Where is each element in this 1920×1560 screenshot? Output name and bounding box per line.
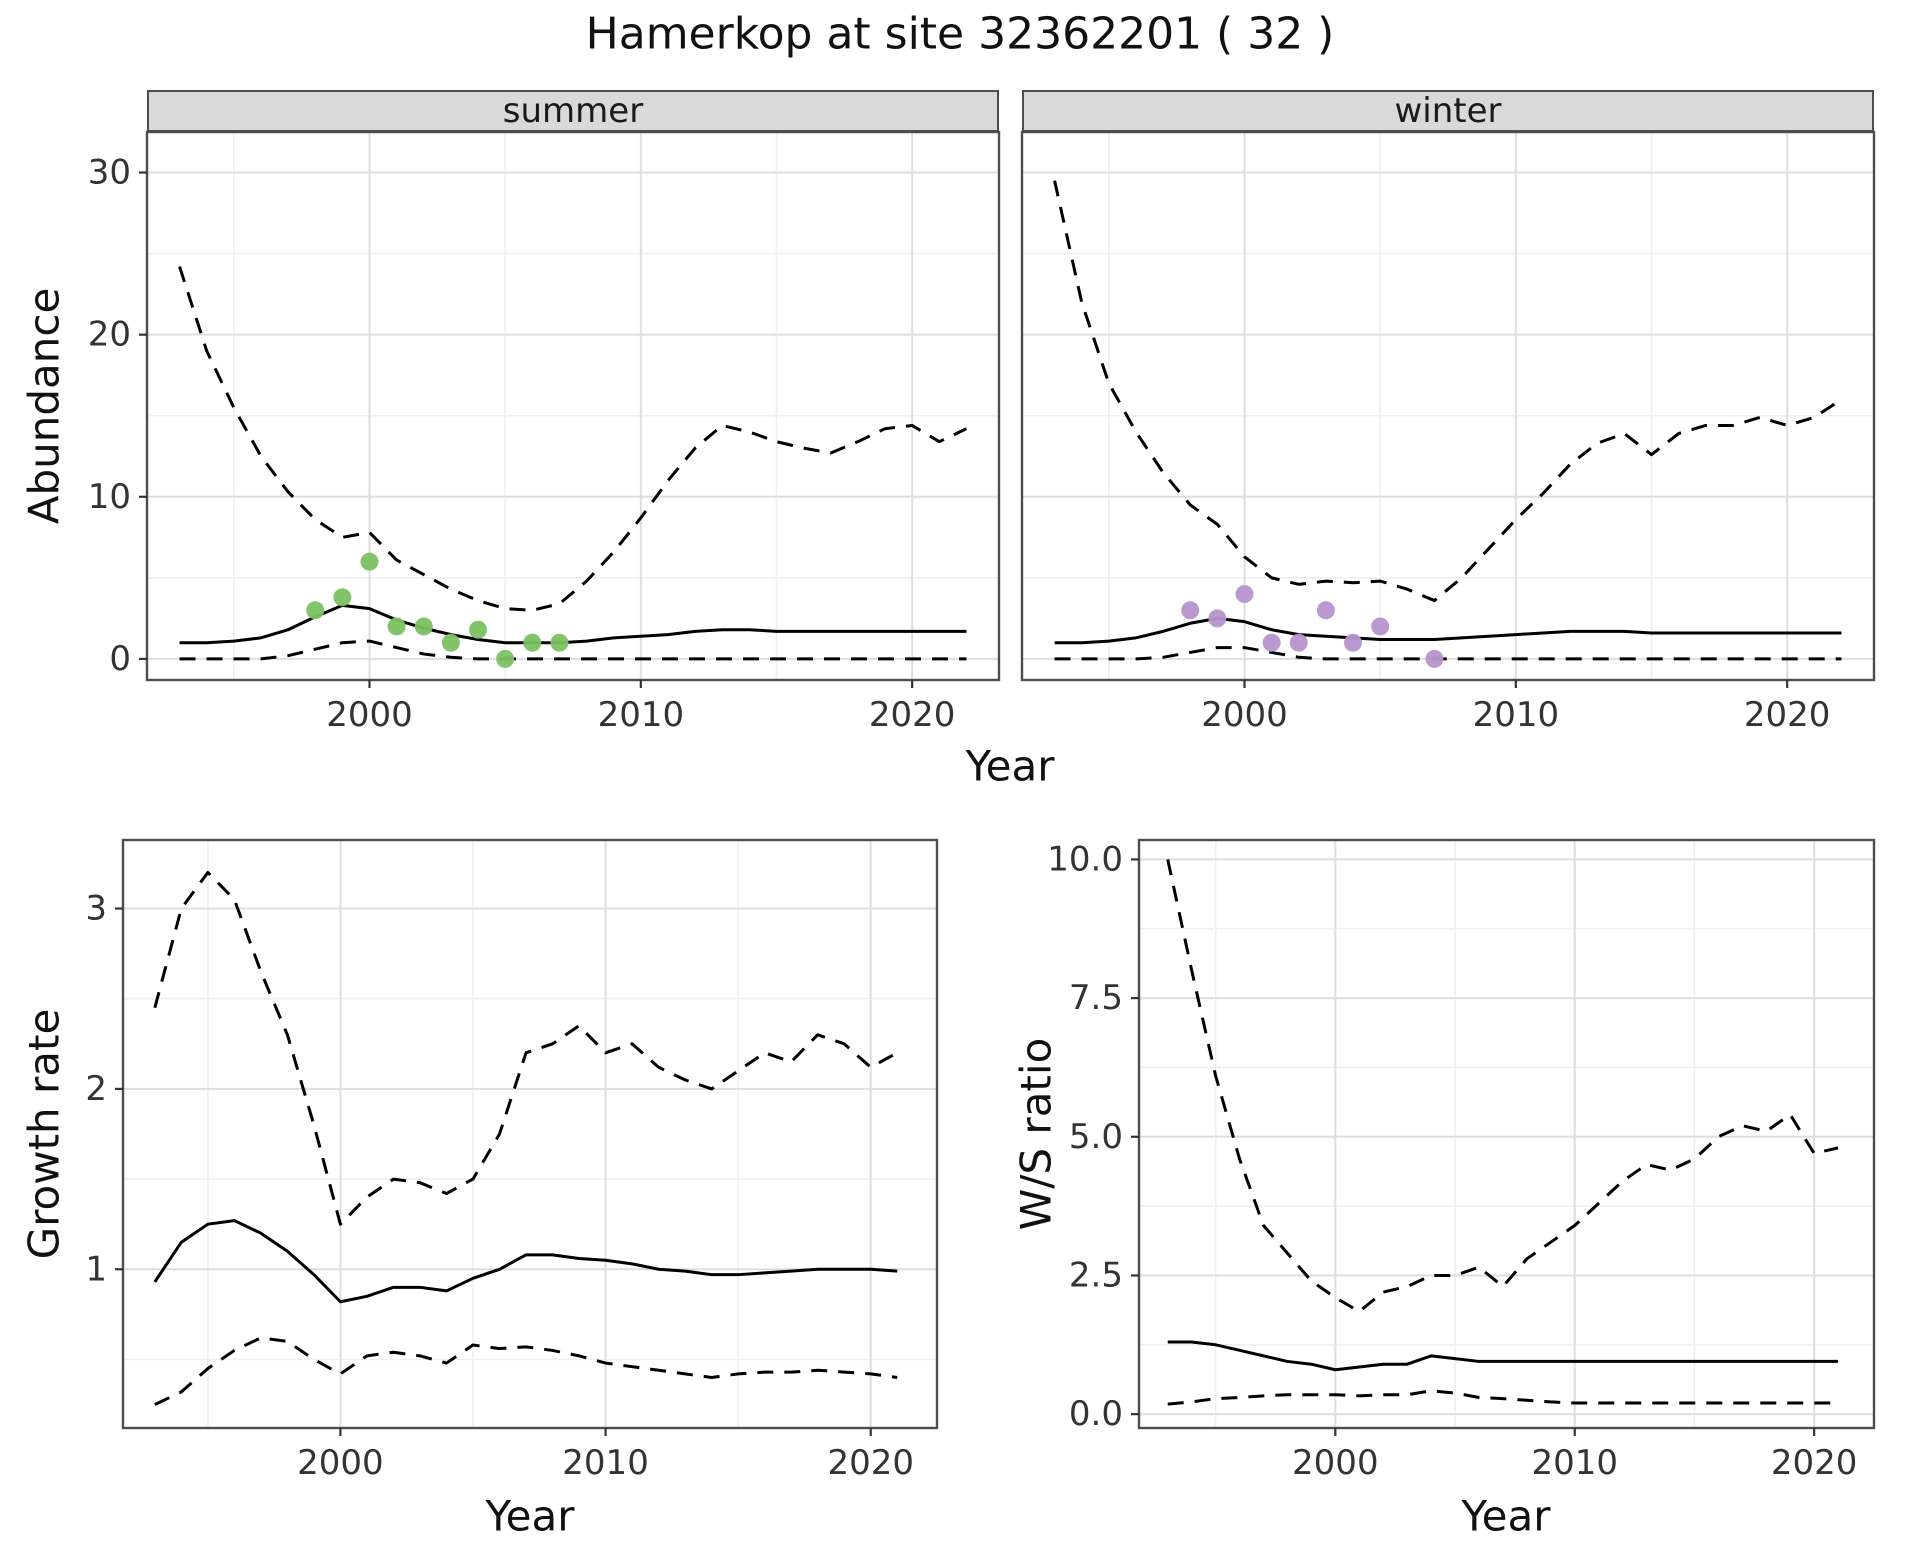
series-lower_ci	[1167, 1389, 1839, 1406]
y-tick-label: 7.5	[1069, 978, 1123, 1018]
series-upper_ci	[1166, 859, 1839, 1314]
series-lower_ci	[179, 639, 967, 661]
panel-background	[147, 132, 999, 680]
x-tick-label: 2000	[1201, 695, 1288, 735]
data-point-observed_abundance_summer	[387, 617, 406, 636]
y-tick-label: 0	[109, 639, 131, 679]
series-upper_ci	[1053, 180, 1843, 603]
series-median	[179, 603, 967, 645]
x-tick-label: 2020	[827, 1443, 914, 1483]
series-median	[1054, 616, 1842, 645]
panel-background	[123, 840, 937, 1428]
data-point-observed_abundance_winter	[1425, 649, 1444, 668]
series-upper_ci	[153, 870, 898, 1226]
y-tick-label: 30	[88, 153, 131, 193]
series-lower_ci	[1054, 646, 1842, 661]
growth-rate-x-axis-title: Year	[485, 1491, 575, 1541]
ws-ratio-x-axis-title: Year	[1461, 1491, 1551, 1541]
data-point-observed_abundance_summer	[469, 620, 488, 639]
data-point-observed_abundance_winter	[1289, 633, 1308, 652]
data-point-observed_abundance_winter	[1344, 633, 1363, 652]
y-tick-label: 1	[85, 1249, 107, 1289]
data-point-observed_abundance_summer	[360, 552, 379, 571]
series-median	[1167, 1340, 1839, 1372]
data-point-observed_abundance_summer	[523, 633, 542, 652]
x-tick-label: 2000	[1292, 1443, 1379, 1483]
data-point-observed_abundance_summer	[414, 617, 433, 636]
y-tick-label: 5.0	[1069, 1117, 1123, 1157]
growth-rate-y-axis-title: Growth rate	[19, 1008, 69, 1260]
x-tick-label: 2010	[1531, 1443, 1618, 1483]
plot-title: Hamerkop at site 32362201 ( 32 )	[585, 8, 1335, 60]
facet-strip-summer: summer	[147, 90, 999, 132]
x-tick-label: 2020	[869, 695, 956, 735]
y-tick-label: 20	[88, 315, 131, 355]
x-tick-label: 2020	[1744, 695, 1831, 735]
x-tick-label: 2000	[326, 695, 413, 735]
x-tick-label: 2020	[1771, 1443, 1858, 1483]
series-median	[153, 1219, 898, 1304]
panel-border	[1020, 130, 1876, 682]
data-point-observed_abundance_winter	[1316, 601, 1335, 620]
y-tick-label: 0.0	[1069, 1394, 1123, 1434]
x-tick-label: 2010	[1473, 695, 1560, 735]
y-tick-label: 10	[88, 477, 131, 517]
data-point-observed_abundance_summer	[333, 588, 352, 607]
data-point-observed_abundance_summer	[550, 633, 569, 652]
series-upper_ci	[178, 266, 968, 612]
abundance-y-axis-title: Abundance	[19, 287, 69, 525]
y-tick-label: 2	[85, 1069, 107, 1109]
x-tick-label: 2010	[562, 1443, 649, 1483]
x-tick-label: 2010	[598, 695, 685, 735]
top-x-axis-title: Year	[965, 741, 1055, 791]
y-tick-label: 10.0	[1047, 839, 1123, 879]
panel-border	[145, 130, 1001, 682]
data-point-observed_abundance_summer	[306, 601, 325, 620]
panel-background	[1022, 132, 1874, 680]
ws-ratio-y-axis-title: W/S ratio	[1011, 1037, 1061, 1231]
data-point-observed_abundance_winter	[1181, 601, 1200, 620]
data-point-observed_abundance_summer	[441, 633, 460, 652]
panel-background	[1139, 840, 1874, 1428]
data-point-observed_abundance_winter	[1235, 585, 1254, 604]
y-tick-label: 3	[85, 889, 107, 929]
y-tick-label: 2.5	[1069, 1255, 1123, 1295]
panel-border	[121, 838, 939, 1430]
x-tick-label: 2000	[297, 1443, 384, 1483]
data-point-observed_abundance_winter	[1262, 633, 1281, 652]
data-point-observed_abundance_summer	[496, 649, 515, 668]
series-lower_ci	[154, 1336, 898, 1406]
data-point-observed_abundance_winter	[1371, 617, 1390, 636]
facet-strip-winter: winter	[1022, 90, 1874, 132]
data-point-observed_abundance_winter	[1208, 609, 1227, 628]
panel-border	[1137, 838, 1876, 1430]
